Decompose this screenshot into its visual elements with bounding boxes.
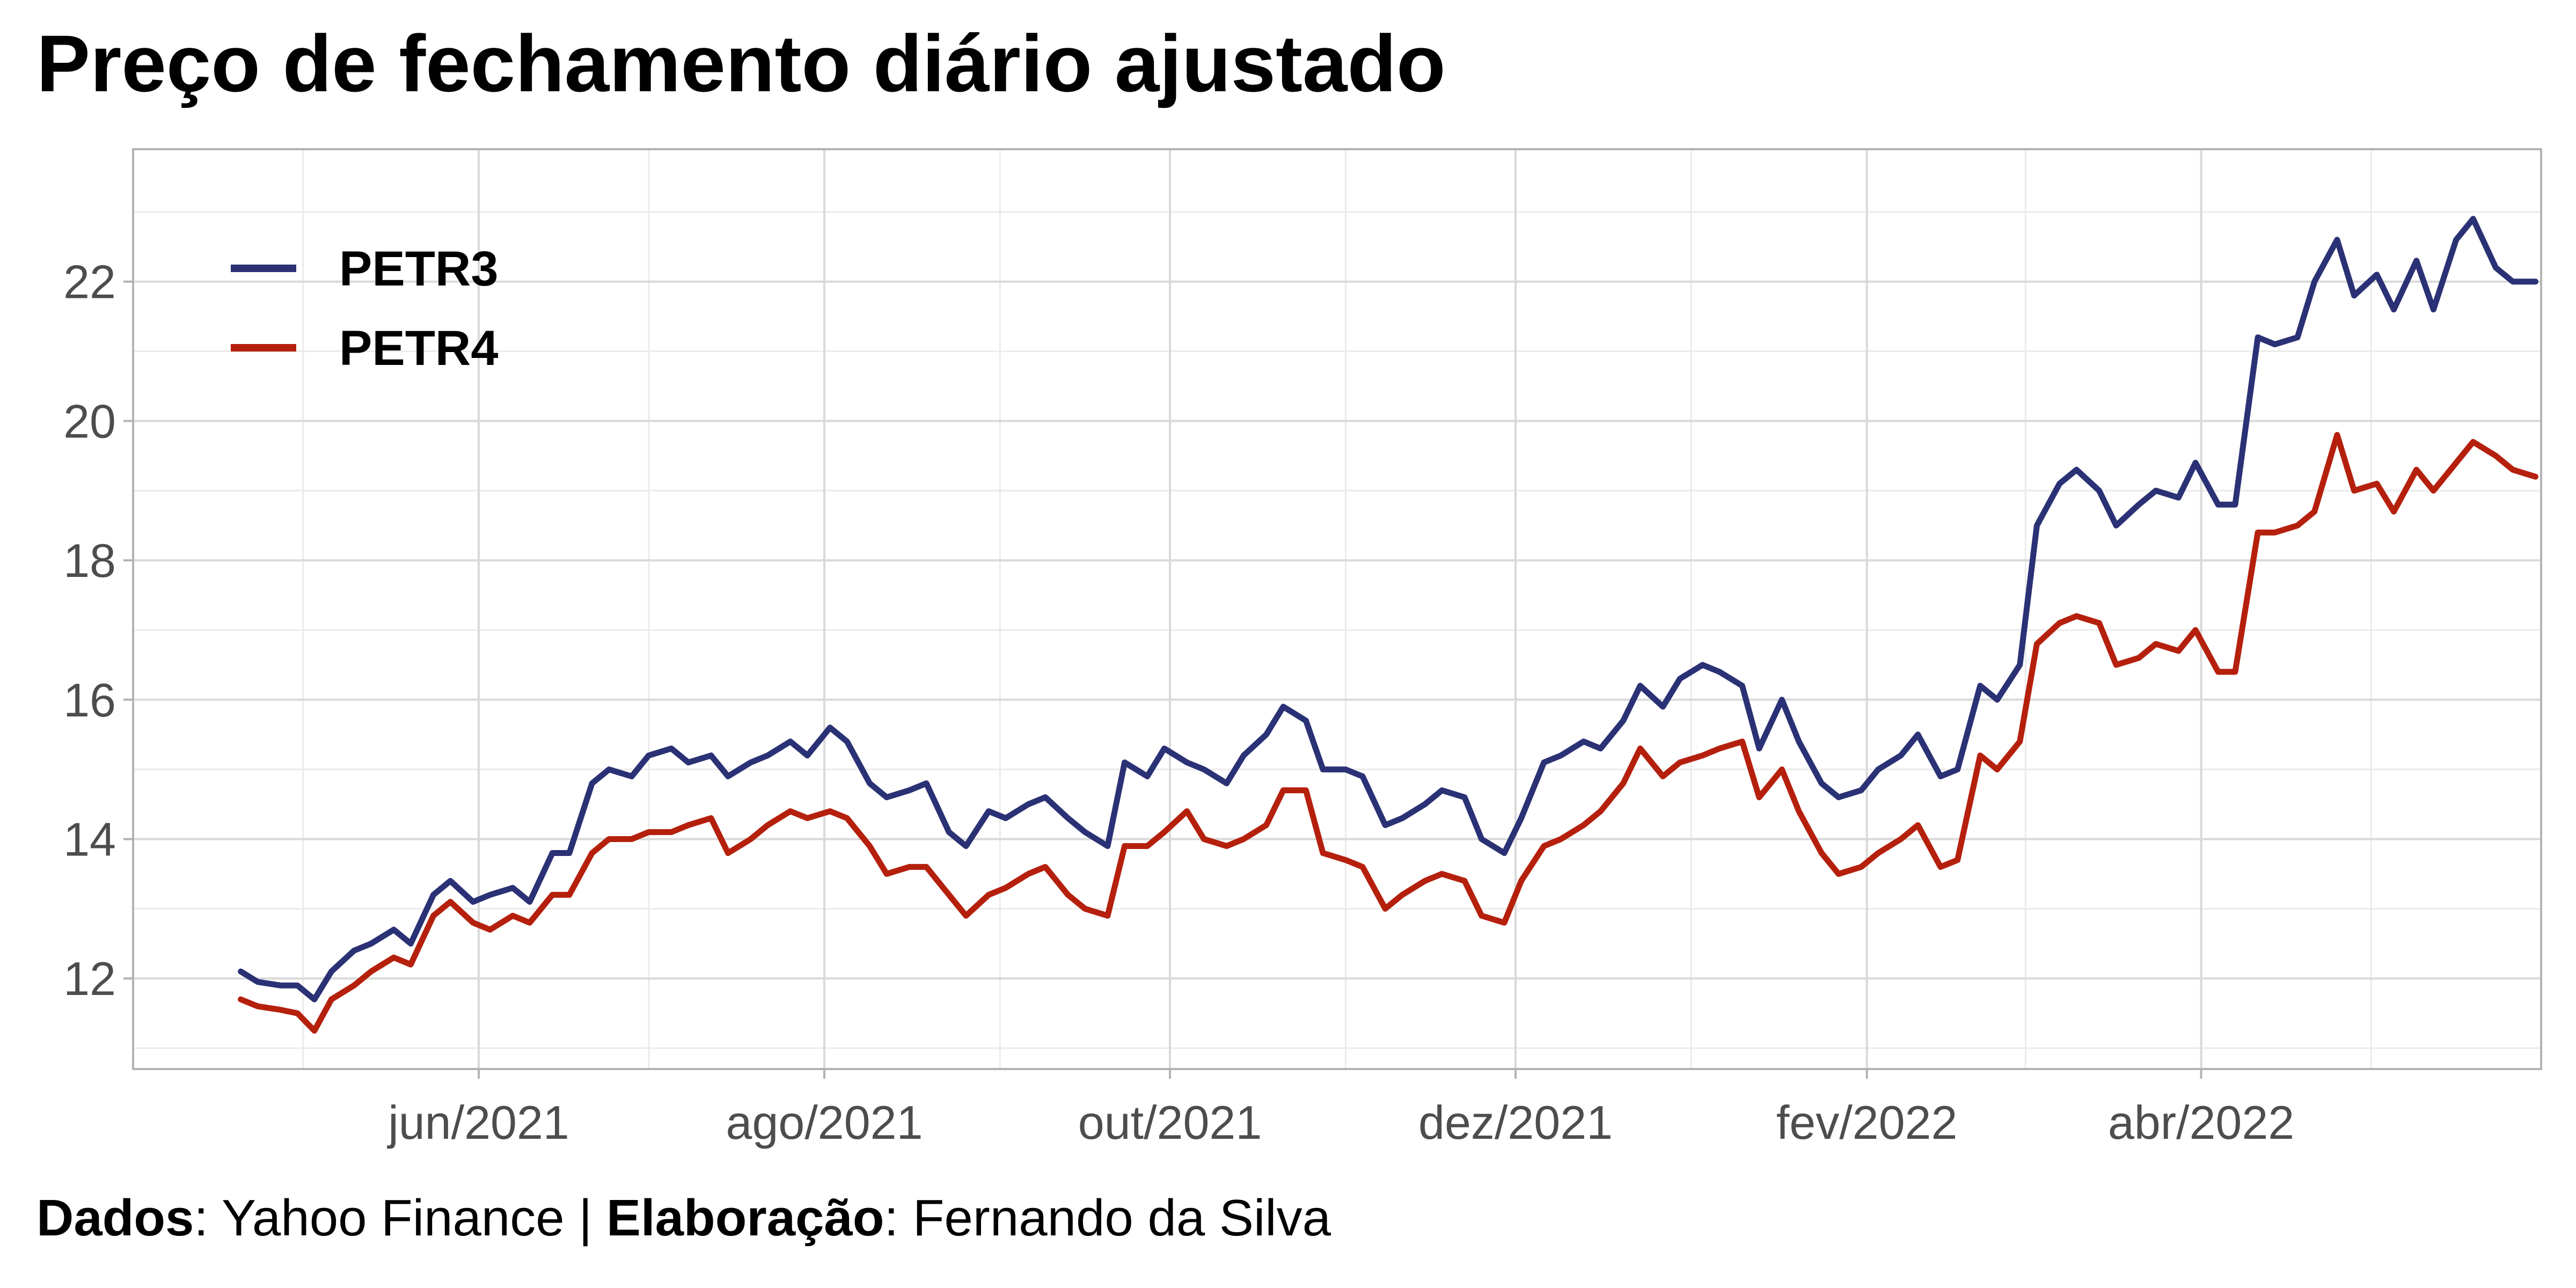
x-tick-label: out/2021 <box>1078 1096 1262 1149</box>
caption-source-label: Dados <box>36 1189 194 1247</box>
y-tick-label: 14 <box>63 813 116 866</box>
y-axis: 12 14 16 18 20 22 <box>63 255 133 1005</box>
x-tick-label: dez/2021 <box>1418 1096 1613 1149</box>
series-line-petr4 <box>238 431 2538 1034</box>
x-tick-label: jun/2021 <box>386 1096 569 1149</box>
series-line-petr3 <box>238 216 2538 1002</box>
legend-label-petr4: PETR4 <box>339 321 499 376</box>
y-tick-label: 12 <box>63 952 116 1005</box>
caption-source-value: : Yahoo Finance | <box>194 1189 606 1247</box>
chart-title: Preço de fechamento diário ajustado <box>36 18 1446 108</box>
legend-label-petr3: PETR3 <box>339 241 499 296</box>
caption-author-value: : Fernando da Silva <box>884 1189 1331 1247</box>
x-tick-label: ago/2021 <box>726 1096 923 1149</box>
plot-border <box>132 148 2542 1070</box>
series-group <box>238 216 2538 1034</box>
caption: Dados: Yahoo Finance | Elaboração: Ferna… <box>36 1189 1331 1248</box>
legend: PETR3 PETR4 <box>231 241 499 376</box>
y-tick-label: 22 <box>63 255 116 309</box>
x-tick-label: abr/2022 <box>2108 1096 2294 1149</box>
y-tick-label: 16 <box>63 674 116 727</box>
grid <box>133 149 2541 1069</box>
y-tick-label: 18 <box>63 534 116 587</box>
caption-author-label: Elaboração <box>606 1189 884 1247</box>
y-tick-label: 20 <box>63 394 116 448</box>
x-tick-label: fev/2022 <box>1776 1096 1958 1149</box>
x-axis: jun/2021 ago/2021 out/2021 dez/2021 fev/2022… <box>386 1069 2294 1149</box>
